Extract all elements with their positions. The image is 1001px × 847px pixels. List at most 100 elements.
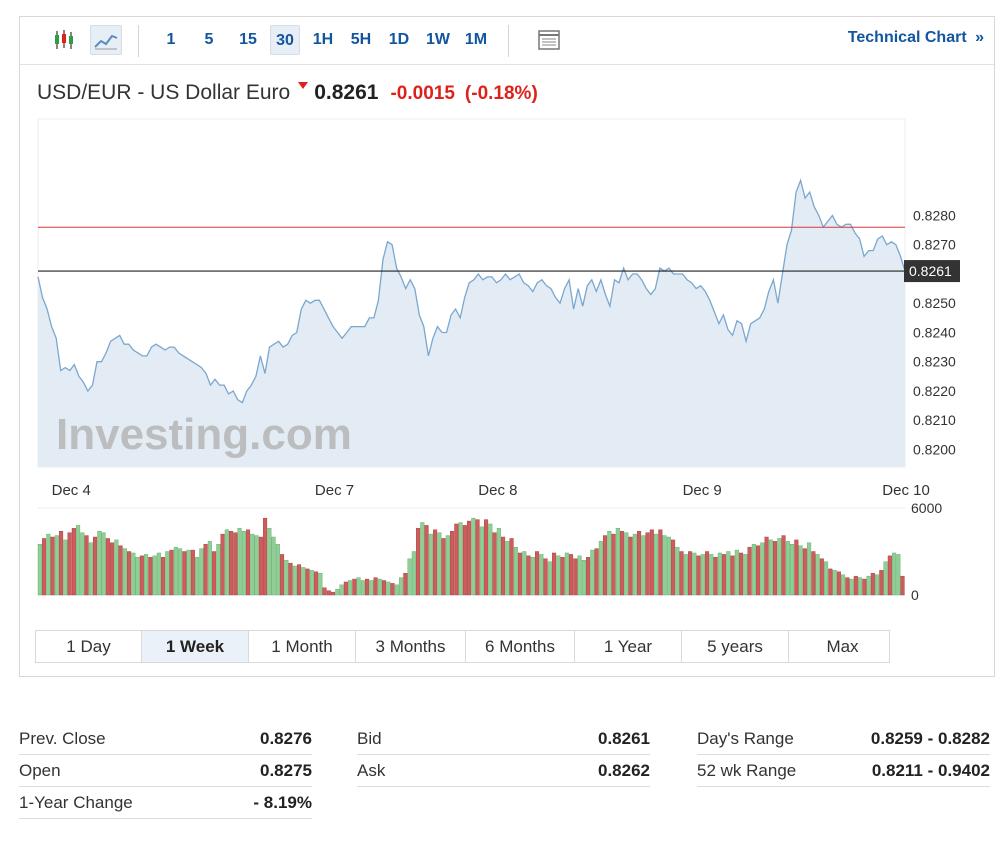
- volume-bar: [853, 575, 858, 596]
- timeframe-button-5[interactable]: 5: [204, 31, 214, 48]
- area-chart-icon[interactable]: [90, 25, 122, 55]
- range-tab-1-month[interactable]: 1 Month: [249, 631, 356, 662]
- volume-bar: [428, 533, 433, 596]
- volume-bar: [224, 529, 229, 596]
- stats-column-3: Day's Range 0.8259 - 0.8282 52 wk Range 0.8…: [697, 723, 990, 787]
- volume-bar: [709, 554, 714, 596]
- volume-bar: [488, 523, 493, 596]
- volume-bar: [199, 548, 204, 596]
- volume-bar: [675, 546, 680, 596]
- volume-bar: [887, 555, 892, 596]
- stat-value: 0.8276: [260, 729, 312, 748]
- volume-bar: [734, 549, 739, 596]
- volume-bar: [105, 538, 110, 596]
- volume-bar: [114, 539, 119, 596]
- range-tab-1-day[interactable]: 1 Day: [36, 631, 142, 662]
- timeframe-button-1M[interactable]: 1M: [464, 31, 488, 48]
- stat-row: 1-Year Change - 8.19%: [19, 787, 312, 819]
- volume-bar: [611, 533, 616, 596]
- volume-bar: [462, 525, 467, 596]
- volume-bar: [450, 531, 455, 596]
- volume-bar: [237, 528, 242, 596]
- volume-bar: [543, 558, 548, 596]
- volume-bar: [535, 551, 540, 596]
- stat-value: 0.8261: [598, 729, 650, 748]
- volume-bar: [747, 546, 752, 596]
- stat-label: Open: [19, 761, 61, 780]
- volume-bar: [144, 554, 149, 596]
- timeframe-button-5H[interactable]: 5H: [350, 31, 372, 48]
- volume-bar: [348, 580, 353, 596]
- volume-bar: [280, 554, 285, 596]
- chart-settings-icon[interactable]: [534, 25, 566, 55]
- volume-bar: [688, 551, 693, 596]
- volume-bar: [88, 542, 93, 596]
- volume-bar: [331, 591, 336, 596]
- timeframe-button-30[interactable]: 30: [270, 25, 300, 55]
- volume-bar: [441, 538, 446, 596]
- candlestick-icon[interactable]: [48, 25, 80, 55]
- volume-bar: [879, 570, 884, 596]
- stat-row: Day's Range 0.8259 - 0.8282: [697, 723, 990, 755]
- volume-bar: [760, 542, 765, 596]
- volume-bar: [263, 517, 268, 596]
- volume-bar: [900, 575, 905, 596]
- volume-bar: [573, 558, 578, 596]
- volume-bar: [798, 545, 803, 596]
- stat-row: Ask 0.8262: [357, 755, 650, 787]
- volume-bar: [445, 535, 450, 596]
- range-tab-max[interactable]: Max: [826, 637, 859, 656]
- range-tab-3-months[interactable]: 3 Months: [356, 631, 466, 662]
- range-tab-5-years[interactable]: 5 years: [682, 631, 789, 662]
- volume-bar: [743, 554, 748, 596]
- timeframe-button-1W[interactable]: 1W: [426, 31, 450, 48]
- volume-bar: [552, 552, 557, 596]
- x-axis-label: Dec 9: [683, 482, 722, 499]
- y-tick-label: 0.8210: [913, 412, 956, 428]
- timeframe-button-1H[interactable]: 1H: [312, 31, 334, 48]
- volume-bar: [433, 529, 438, 596]
- timeframe-button-15[interactable]: 15: [239, 31, 257, 48]
- volume-bar: [484, 519, 489, 596]
- y-tick-label: 0.8200: [913, 441, 956, 457]
- stat-label: 1-Year Change: [19, 793, 133, 812]
- timeframe-button-1D[interactable]: 1D: [388, 31, 410, 48]
- investing-watermark: Investing.com: [56, 410, 352, 459]
- range-tab-1-week[interactable]: 1 Week: [142, 631, 249, 662]
- volume-bar: [288, 562, 293, 596]
- volume-bar: [832, 570, 837, 596]
- volume-bar: [67, 532, 72, 596]
- volume-bar: [37, 544, 42, 596]
- volume-bar: [122, 548, 127, 596]
- stat-label: Day's Range: [697, 729, 794, 748]
- volume-tick-label: 0: [911, 587, 919, 603]
- volume-bar: [186, 549, 191, 596]
- stats-column-2: Bid 0.8261 Ask 0.8262: [357, 723, 650, 787]
- volume-bar: [390, 583, 395, 596]
- range-tab-1-year[interactable]: 1 Year: [575, 631, 682, 662]
- volume-bar: [607, 531, 612, 596]
- y-tick-label: 0.8240: [913, 324, 956, 340]
- timeframe-button-1[interactable]: 1: [166, 31, 176, 48]
- volume-bar: [794, 539, 799, 596]
- volume-bar: [815, 554, 820, 596]
- volume-bar: [399, 577, 404, 596]
- volume-bar: [564, 552, 569, 596]
- volume-bar: [407, 558, 412, 596]
- volume-bar: [76, 525, 81, 596]
- volume-bar: [420, 522, 425, 596]
- technical-chart-link[interactable]: Technical Chart »: [848, 29, 984, 47]
- range-tab-6-months[interactable]: 6 Months: [466, 631, 575, 662]
- stat-value: 0.8275: [260, 761, 312, 780]
- volume-bar: [479, 526, 484, 596]
- volume-bar: [802, 548, 807, 596]
- volume-bar: [641, 535, 646, 596]
- volume-bar: [781, 535, 786, 596]
- volume-bar: [356, 577, 361, 596]
- volume-bar: [683, 554, 688, 596]
- x-axis-label: Dec 4: [52, 482, 91, 499]
- volume-bar: [326, 590, 331, 596]
- down-arrow-icon: [298, 82, 309, 89]
- volume-bar: [169, 549, 174, 596]
- volume-bar: [526, 555, 531, 596]
